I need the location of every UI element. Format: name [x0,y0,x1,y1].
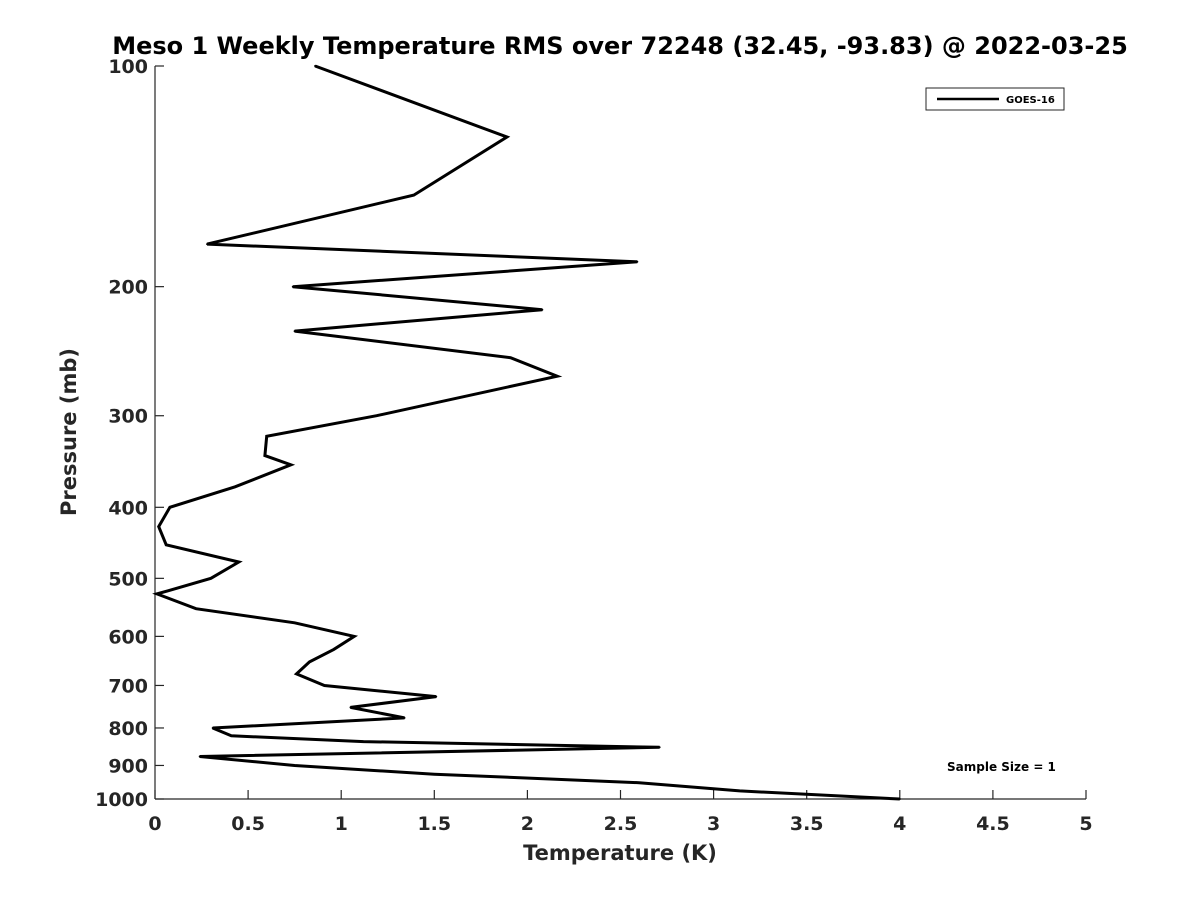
data-point [195,607,197,610]
data-point [375,414,378,417]
plot-area: 0 0.5 1 1.5 2 2.5 3 3.5 4 4.5 5 100 200 300 400 500 600… [95,56,1093,835]
x-tick-label: 3.5 [790,813,824,835]
y-ticks: 100 200 300 400 500 600 700 800 900 1000 [95,56,164,811]
data-point [155,592,158,595]
data-point [289,463,292,466]
y-axis-label: Pressure (mb) [57,348,81,516]
data-point [898,798,901,800]
y-tick-label: 500 [108,568,148,590]
sample-size-annotation: Sample Size = 1 [947,760,1056,774]
x-axis-label: Temperature (K) [523,841,717,865]
y-tick-label: 200 [108,277,148,299]
legend: GOES-16 [925,87,1065,111]
data-point [509,356,512,359]
data-point [293,621,296,624]
x-tick-label: 1 [335,813,348,835]
data-point [157,525,160,528]
data-point [295,672,298,675]
data-point [168,506,171,509]
data-point [263,454,266,457]
y-tick-label: 400 [108,497,148,519]
x-tick-label: 5 [1079,813,1092,835]
data-point [658,746,661,749]
data-point [541,308,544,311]
y-tick-label: 800 [108,718,148,740]
data-point [206,243,209,246]
data-point [332,648,335,651]
x-tick-label: 4 [893,813,906,835]
data-point [308,660,311,663]
data-point [167,589,169,592]
data-point [198,755,201,758]
x-tick-label: 4.5 [976,813,1010,835]
y-tick-label: 100 [108,56,148,78]
data-point [362,740,365,743]
y-tick-label: 600 [108,626,148,648]
data-point [265,435,268,438]
data-point [349,706,352,709]
data-point [314,65,317,67]
x-ticks: 0 0.5 1 1.5 2 2.5 3 3.5 4 4.5 5 [148,790,1093,835]
y-tick-label: 300 [108,406,148,428]
data-point [165,543,168,546]
data-point [636,260,639,263]
data-point [323,684,326,687]
data-point [230,734,233,737]
data-point [505,136,508,138]
data-point [435,695,438,698]
x-tick-label: 3 [707,813,720,835]
x-tick-label: 0 [148,813,161,835]
data-point [234,485,237,488]
data-point [738,789,741,792]
data-point [293,330,296,333]
series-line-goes-16 [152,64,900,801]
data-point [638,781,641,784]
x-tick-label: 1.5 [417,813,451,835]
x-tick-label: 0.5 [231,813,265,835]
y-tick-label: 900 [108,755,148,777]
chart-title: Meso 1 Weekly Temperature RMS over 72248… [112,32,1128,60]
data-point [209,577,212,580]
x-tick-label: 2 [521,813,534,835]
data-point [211,727,214,729]
data-point [237,561,240,563]
x-tick-label: 2.5 [604,813,638,835]
data-point [403,716,406,719]
data-point [293,764,296,767]
y-tick-label: 700 [108,675,148,697]
legend-label-goes-16: GOES-16 [1006,95,1055,106]
y-tick-label: 1000 [95,789,148,811]
series-layer [152,64,901,801]
data-point [412,194,415,197]
data-point [433,773,436,776]
data-point [291,285,294,288]
data-point [556,375,559,378]
data-point [353,635,356,638]
